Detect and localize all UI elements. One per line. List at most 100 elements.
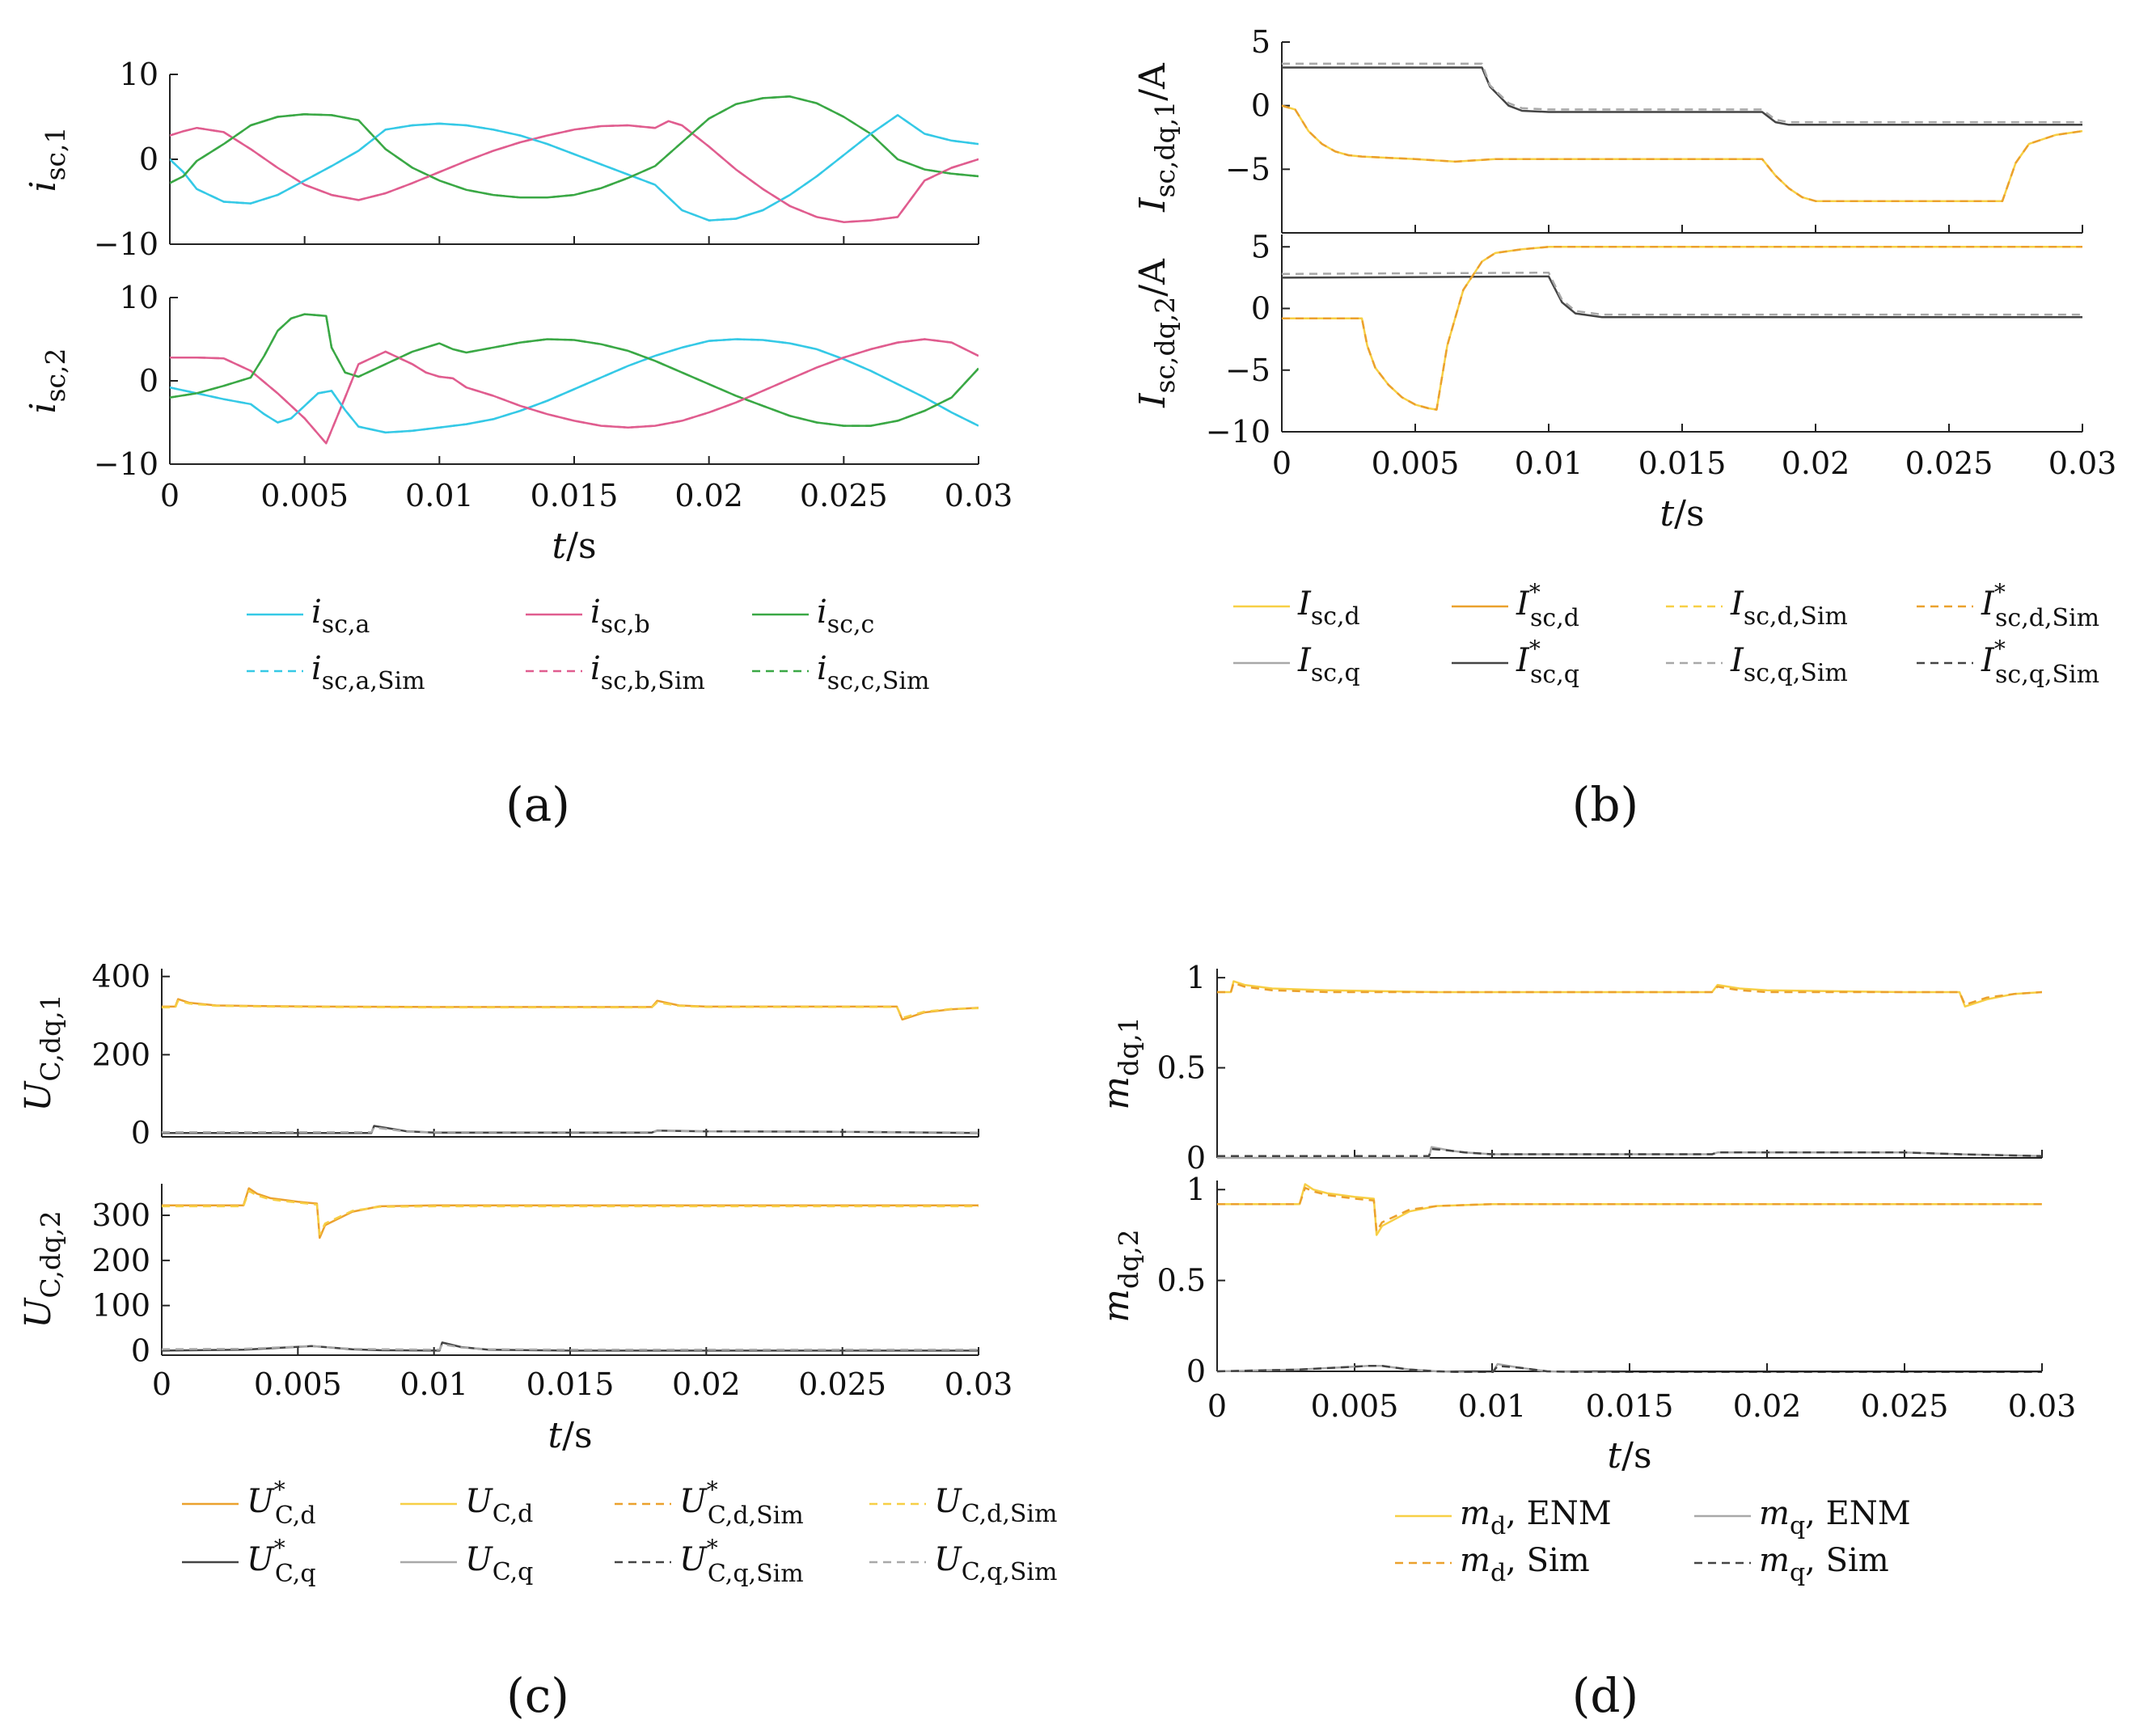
legend-item: UC,q,Sim: [869, 1541, 1057, 1586]
x-tick-label: 0.01: [1515, 446, 1583, 481]
subplot-a-1: 10 0 −10 isc,1: [23, 57, 979, 262]
subplot-b-2: 50−5−100 0.005 0.01 0.015 0.02 0.025 0.03Isc,d…: [1132, 229, 2116, 481]
y-axis-label-b-1: Isc,dq,1/A: [1132, 62, 1181, 213]
y-axis-label-c-2: UC,dq,2: [18, 1210, 66, 1328]
legend-label: UC,q,Sim: [934, 1541, 1057, 1586]
series-line-i-sc-c: [170, 95, 979, 199]
y-tick-label: 200: [91, 1037, 150, 1072]
legend-item: isc,b,Sim: [526, 650, 705, 695]
legend-item: Isc,d: [1233, 585, 1360, 631]
series-group: [1282, 246, 2082, 411]
y-axis-label-a-1: isc,1: [23, 127, 71, 192]
y-tick-label: 300: [91, 1197, 150, 1233]
y-tick-label: 0: [1186, 1140, 1206, 1176]
legend-c: U* C,d UC,d U* C,d,Sim UC,d,Sim U* C,q UC,q U* C,q…: [182, 1476, 1057, 1588]
panel-label-a: (a): [505, 777, 570, 832]
x-tick-label: 0.03: [2048, 446, 2117, 481]
series-line-i-sc-b: [170, 120, 979, 223]
series-line-i-sc-q-sim: [1282, 62, 2082, 124]
legend-item: isc,c: [752, 593, 874, 639]
series-line-i-sc-b-sim: [170, 120, 979, 223]
y-tick-label: 0.5: [1157, 1263, 1206, 1299]
y-tick-label: 5: [1251, 229, 1270, 264]
series-group: [162, 1187, 979, 1352]
series-line-u-c-q-sim: [162, 1343, 979, 1351]
x-tick-label: 0.02: [1733, 1388, 1802, 1424]
legend-item: isc,c,Sim: [752, 650, 929, 695]
series-line-m-q-sim: [1217, 1147, 2042, 1158]
x-tick-label: 0.005: [1372, 446, 1460, 481]
y-axis-label-d-2-text: mdq,2: [1096, 1229, 1144, 1322]
legend-label: UC,q: [465, 1541, 533, 1586]
legend-label: isc,c,Sim: [817, 650, 929, 695]
y-tick-label: 5: [1251, 24, 1270, 60]
legend-label: Isc,d: [1297, 585, 1360, 631]
legend-item: md, ENM: [1395, 1495, 1612, 1540]
y-tick-label: 10: [120, 57, 159, 92]
legend-label: Isc,d,Sim: [1730, 585, 1848, 631]
legend-b: Isc,d I* sc,d Isc,d,Sim I* sc,d,Sim Isc,q I* sc,…: [1233, 579, 2099, 689]
y-axis-label-c-2-text: UC,dq,2: [18, 1210, 66, 1328]
y-tick-label: −10: [1206, 414, 1270, 450]
series-line-m-d-sim: [1217, 982, 2042, 1006]
panel-label-c: (c): [506, 1668, 569, 1723]
x-tick-label: 0.005: [1311, 1388, 1399, 1424]
series-line-i-sc-b-sim: [170, 338, 979, 445]
x-tick-label: 0.025: [800, 478, 888, 513]
legend-label: md, Sim: [1460, 1542, 1590, 1587]
series-line-i-sc-d: [1282, 104, 2082, 202]
series-line-i-sc-a-sim: [170, 338, 979, 434]
legend-item: UC,q: [400, 1541, 533, 1586]
x-tick-label: 0.03: [945, 1366, 1013, 1402]
legend-item: UC,d: [400, 1483, 533, 1528]
x-tick-label: 0.005: [260, 478, 349, 513]
x-tick-label: 0.015: [531, 478, 619, 513]
x-tick-label: 0: [1207, 1388, 1227, 1424]
series-line-i-sc-c-sim: [170, 95, 979, 199]
x-axis-label-a: t/s: [552, 526, 596, 567]
panel-label-b: (b): [1572, 777, 1638, 832]
y-tick-label: 0: [139, 141, 159, 177]
x-axis-label-c: t/s: [547, 1415, 592, 1456]
legend-item: mq, ENM: [1694, 1495, 1911, 1540]
y-tick-label: 200: [91, 1243, 150, 1278]
x-tick-label: 0.01: [1458, 1388, 1527, 1424]
y-tick-label: 0.5: [1157, 1050, 1206, 1086]
x-tick-label: 0.025: [1861, 1388, 1949, 1424]
y-axis-label-b-1-text: Isc,dq,1/A: [1132, 62, 1181, 213]
subplot-c-1: 400 200 0 UC,dq,1: [18, 959, 979, 1151]
x-axis-label-d: t/s: [1607, 1435, 1651, 1476]
y-tick-label: 0: [1186, 1354, 1206, 1389]
y-axis-label-c-1-text: UC,dq,1: [18, 994, 66, 1111]
y-tick-label: 1: [1186, 960, 1206, 995]
series-line-i-sc-c: [170, 313, 979, 427]
legend-label: mq, ENM: [1759, 1495, 1911, 1540]
x-tick-label: 0: [152, 1366, 171, 1402]
series-group: [162, 998, 979, 1134]
series-line-m-d-enm: [1217, 980, 2042, 1008]
legend-item: Isc,q: [1233, 642, 1360, 687]
legend-item: mq, Sim: [1694, 1542, 1889, 1587]
y-tick-label: 0: [1251, 291, 1270, 327]
series-line-i-sc-b: [170, 338, 979, 445]
legend-label: Isc,q: [1297, 642, 1360, 687]
legend-label: I* sc,q: [1516, 636, 1579, 689]
y-axis-label-d-2: mdq,2: [1096, 1229, 1144, 1322]
y-tick-label: −10: [94, 446, 159, 482]
x-tick-label: 0.005: [254, 1366, 342, 1402]
series-group: [170, 95, 979, 223]
legend-item: U* C,q: [182, 1535, 316, 1588]
legend-label: U* C,d: [247, 1476, 316, 1530]
series-line-i-sc-q-sim: [1282, 272, 2082, 316]
y-axis-label-c-1: UC,dq,1: [18, 994, 66, 1111]
legend-d: md, ENM mq, ENM md, Sim mq, Sim: [1395, 1495, 1911, 1587]
legend-item: UC,d,Sim: [869, 1483, 1057, 1528]
subplot-b-1: 5 0 −5 Isc,dq,1/A: [1132, 24, 2083, 234]
legend-label: I* sc,d,Sim: [1981, 579, 2099, 632]
series-group: [1282, 62, 2082, 202]
